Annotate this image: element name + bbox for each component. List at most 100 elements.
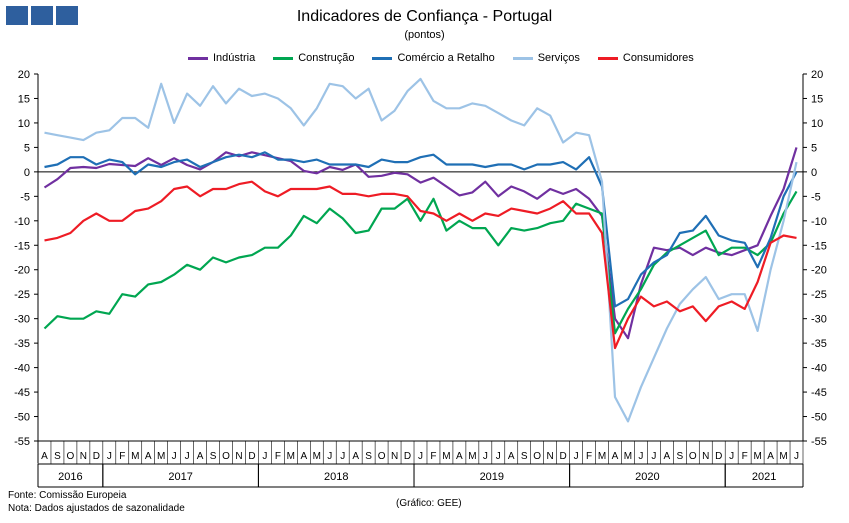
legend-swatch [597,56,618,60]
y-tick-label-right: -15 [811,240,827,252]
y-tick-label-right: -50 [811,412,827,424]
legend-label: Consumidores [622,52,694,64]
x-month-label: A [767,451,774,462]
x-month-label: F [119,451,125,462]
y-tick-label-left: -35 [14,338,30,350]
x-month-label: J [172,451,177,462]
y-tick-label-left: 0 [24,167,30,179]
x-month-label: D [248,451,255,462]
y-tick-label-right: -30 [811,314,827,326]
logo-block [6,6,28,25]
chart-credit: (Gráfico: GEE) [396,498,462,509]
x-month-label: S [365,451,372,462]
x-month-label: F [430,451,436,462]
x-month-label: M [624,451,632,462]
x-month-label: J [651,451,656,462]
y-tick-label-left: 5 [24,142,30,154]
legend-item: Comércio a Retalho [372,52,495,64]
legend-swatch [188,56,208,60]
x-year-label: 2020 [635,471,659,483]
series-line-consumidores [44,180,797,350]
x-year-label: 2018 [324,471,348,483]
x-month-label: A [612,451,619,462]
series-line-constru-o [43,190,798,335]
x-month-label: A [145,451,152,462]
x-month-label: J [185,451,190,462]
y-tick-label-left: -20 [14,265,30,277]
legend-swatch [273,56,294,60]
y-tick-label-left: 10 [18,118,30,130]
x-month-label: M [442,451,450,462]
y-tick-label-left: -50 [14,412,30,424]
series-line-servi-os [44,77,798,423]
x-month-label: F [275,451,281,462]
x-month-label: J [496,451,501,462]
x-month-label: O [67,451,75,462]
x-month-label: D [715,451,722,462]
x-year-label: 2017 [168,471,192,483]
y-tick-label-right: 5 [811,142,817,154]
y-tick-label-right: -55 [811,436,827,448]
legend-item: Serviços [512,52,580,64]
x-month-label: M [131,451,139,462]
legend-label: Comércio a Retalho [397,52,495,64]
legend-label: Construção [298,52,355,64]
legend-swatch [512,56,533,60]
x-month-label: J [340,451,345,462]
x-month-label: D [93,451,100,462]
y-tick-label-left: -30 [14,314,30,326]
legend-label: Indústria [213,52,256,64]
y-tick-label-left: 20 [18,69,30,81]
x-month-label: J [418,451,423,462]
adjustment-note: Nota: Dados ajustados de sazonalidade [8,503,185,514]
x-month-label: N [235,451,242,462]
x-month-label: O [533,451,541,462]
x-month-label: A [300,451,307,462]
y-tick-label-left: -10 [14,216,30,228]
x-month-label: A [197,451,204,462]
x-month-label: F [586,451,592,462]
x-month-label: J [729,451,734,462]
y-tick-label-left: -25 [14,289,30,301]
gee-logo [6,6,78,25]
y-tick-label-right: -35 [811,338,827,350]
x-year-label: 2021 [752,471,776,483]
logo-block [56,6,78,25]
x-month-label: N [80,451,87,462]
x-month-label: O [378,451,386,462]
chart-title: Indicadores de Confiança - Portugal [296,8,553,25]
x-month-label: F [742,451,748,462]
chart-subtitle: (pontos) [404,29,445,41]
x-month-label: D [404,451,411,462]
legend-item: Indústria [188,52,255,64]
x-month-label: D [560,451,567,462]
x-month-label: J [638,451,643,462]
x-month-label: S [210,451,217,462]
x-month-label: M [468,451,476,462]
x-month-label: M [753,451,761,462]
y-tick-label-right: -20 [811,265,827,277]
x-month-label: J [262,451,267,462]
y-tick-label-right: -40 [811,363,827,375]
y-tick-label-left: -55 [14,436,30,448]
x-month-label: M [287,451,295,462]
y-tick-label-right: -45 [811,387,827,399]
legend-label: Serviços [537,52,580,64]
legend-item: Construção [273,52,354,64]
y-tick-label-left: -5 [20,191,30,203]
series-line-com-rcio-a-retalho [44,151,798,308]
chart-legend: Indústria Construção Comércio a Retalho Ser… [188,52,694,64]
x-month-label: S [521,451,528,462]
x-year-label: 2019 [480,471,504,483]
x-month-label: J [574,451,579,462]
x-month-label: N [391,451,398,462]
x-month-label: O [222,451,230,462]
y-tick-label-right: 20 [811,69,823,81]
x-month-label: O [689,451,697,462]
x-month-label: J [107,451,112,462]
source-note: Fonte: Comissão Europeia [8,490,127,501]
x-month-label: A [456,451,463,462]
x-month-label: J [327,451,332,462]
x-month-label: J [794,451,799,462]
y-tick-label-left: -40 [14,363,30,375]
